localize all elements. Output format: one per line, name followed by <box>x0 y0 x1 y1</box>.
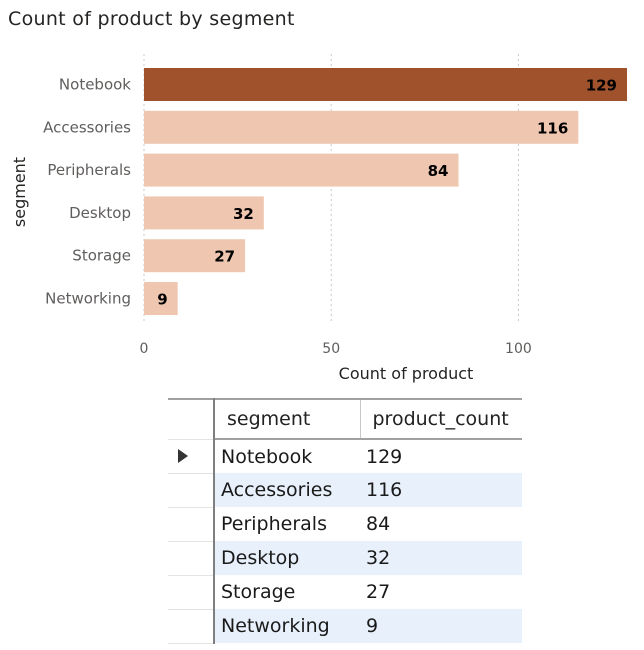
results-grid: segment product_count Notebook 129 Accesso… <box>168 398 522 644</box>
bar-notebook[interactable] <box>144 68 627 101</box>
bar-desktop[interactable] <box>144 196 264 230</box>
data-label: 129 <box>586 77 617 95</box>
table-row[interactable]: Storage 27 <box>168 575 522 610</box>
y-axis-title: segment <box>10 157 29 227</box>
table-row[interactable]: Accessories 116 <box>168 473 522 508</box>
row-selector[interactable] <box>168 575 215 610</box>
cell-product-count[interactable]: 129 <box>360 439 522 473</box>
row-selector[interactable] <box>168 609 215 644</box>
x-axis-title: Count of product <box>339 364 474 383</box>
data-label: 32 <box>233 205 254 223</box>
y-tick-label: Storage <box>72 247 131 265</box>
x-tick-labels: 0 50 100 <box>140 341 532 357</box>
data-labels: 129 116 84 32 27 9 <box>157 77 617 309</box>
row-selector-header[interactable] <box>168 398 215 440</box>
cell-product-count[interactable]: 32 <box>360 541 522 575</box>
x-tick-label: 100 <box>505 341 532 357</box>
x-tick-label: 0 <box>140 341 149 357</box>
bar-networking[interactable] <box>144 282 178 315</box>
table-row[interactable]: Desktop 32 <box>168 541 522 576</box>
bars <box>144 68 627 315</box>
bar-chart: Notebook Accessories Peripherals Desktop Sto… <box>10 54 627 383</box>
chart-title: Count of product by segment <box>8 8 295 30</box>
table-row[interactable]: Notebook 129 <box>168 439 522 474</box>
y-tick-labels: Notebook Accessories Peripherals Desktop Sto… <box>43 76 131 308</box>
table-row[interactable]: Networking 9 <box>168 609 522 644</box>
row-selector[interactable] <box>168 541 215 576</box>
data-label: 27 <box>214 248 235 266</box>
row-selector[interactable] <box>168 473 215 508</box>
cell-product-count[interactable]: 9 <box>360 609 522 643</box>
cell-segment[interactable]: Accessories <box>214 473 360 507</box>
data-label: 84 <box>428 162 449 180</box>
data-label: 116 <box>537 119 568 137</box>
cell-product-count[interactable]: 116 <box>360 473 522 507</box>
y-tick-label: Peripherals <box>47 161 131 179</box>
current-row-arrow-icon <box>178 449 188 463</box>
cell-segment[interactable]: Storage <box>214 575 360 609</box>
cell-product-count[interactable]: 84 <box>360 507 522 541</box>
row-selector[interactable] <box>168 439 215 474</box>
table-row[interactable]: Peripherals 84 <box>168 507 522 542</box>
cell-segment[interactable]: Notebook <box>214 439 360 473</box>
column-header-segment[interactable]: segment <box>214 398 361 440</box>
cell-segment[interactable]: Networking <box>214 609 360 643</box>
data-label: 9 <box>157 291 167 309</box>
bar-peripherals[interactable] <box>144 153 459 187</box>
y-tick-label: Desktop <box>69 204 131 222</box>
x-tick-label: 50 <box>322 341 340 357</box>
bar-storage[interactable] <box>144 239 246 273</box>
row-selector[interactable] <box>168 507 215 542</box>
cell-product-count[interactable]: 27 <box>360 575 522 609</box>
cell-segment[interactable]: Desktop <box>214 541 360 575</box>
column-header-product-count[interactable]: product_count <box>360 398 522 440</box>
y-tick-label: Notebook <box>59 76 131 94</box>
cell-segment[interactable]: Peripherals <box>214 507 360 541</box>
y-tick-label: Accessories <box>43 118 131 136</box>
y-tick-label: Networking <box>45 290 131 308</box>
bar-accessories[interactable] <box>144 110 579 144</box>
grid-header-row: segment product_count <box>168 398 522 440</box>
